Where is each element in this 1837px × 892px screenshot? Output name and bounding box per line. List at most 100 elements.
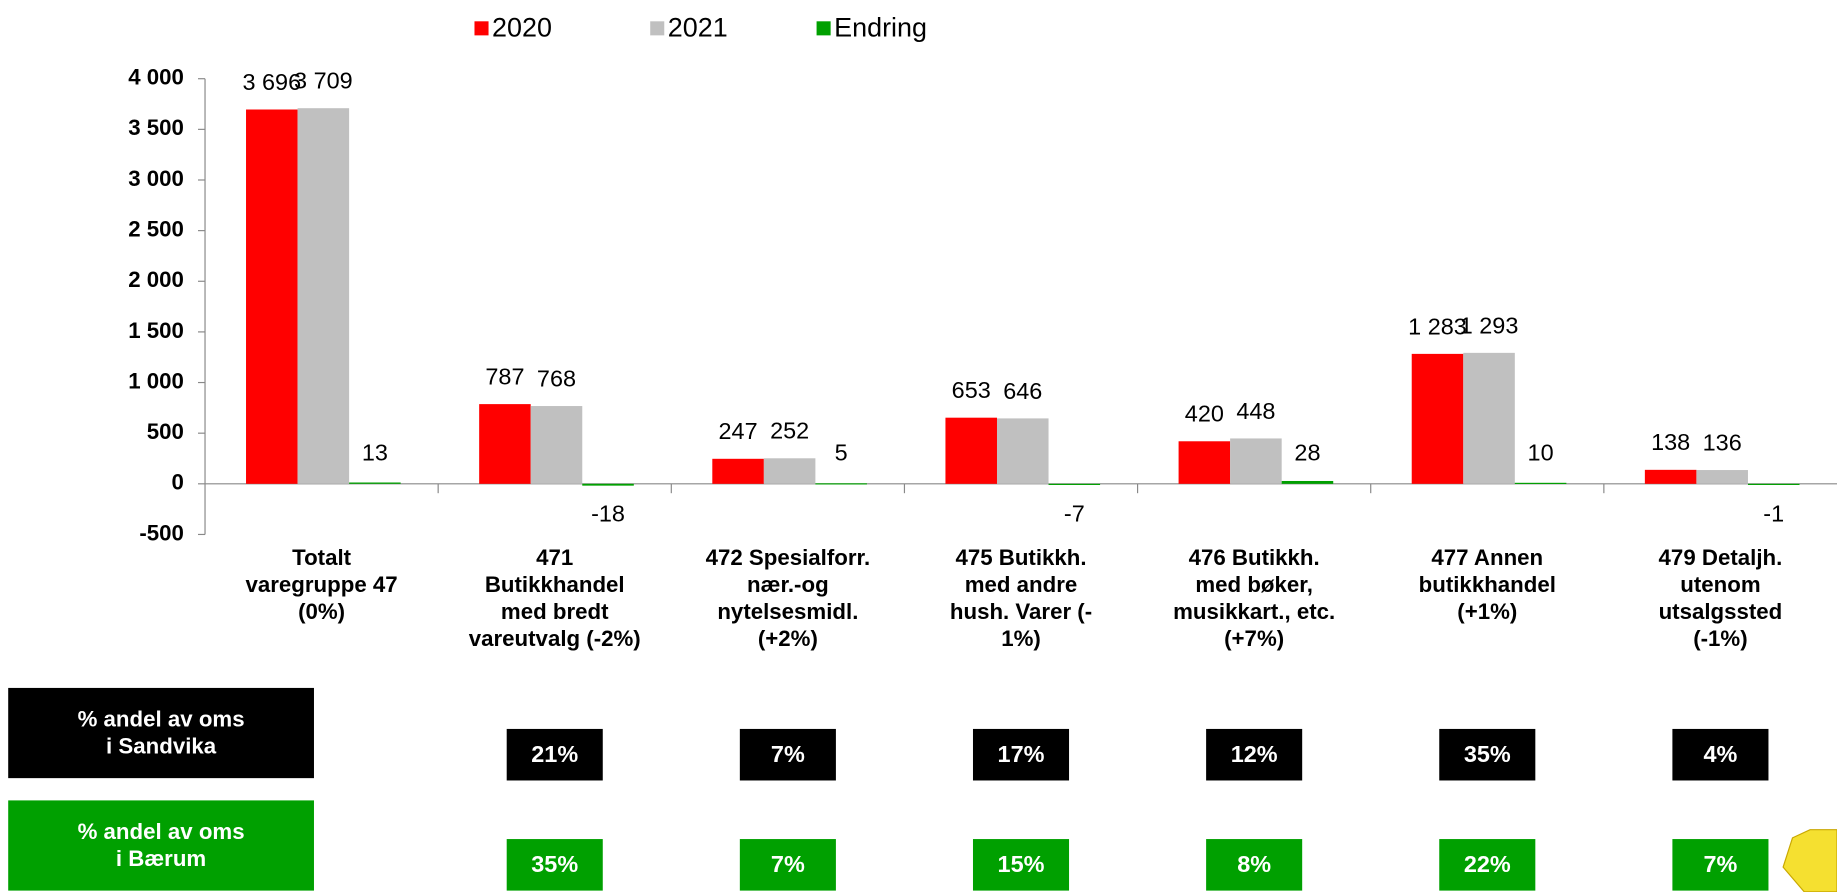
bar	[1747, 483, 1800, 485]
value-label: 1 283	[1408, 313, 1467, 339]
share-box	[972, 839, 1070, 891]
legend-label: 2020	[492, 13, 552, 43]
share-value: 17%	[998, 741, 1045, 767]
value-label: 5	[835, 440, 848, 466]
y-tick-label: -500	[139, 520, 184, 545]
legend-label: 2021	[668, 13, 728, 43]
value-label: -1	[1763, 501, 1784, 527]
share-value: 12%	[1231, 741, 1278, 767]
bar	[1281, 480, 1334, 484]
y-tick-label: 1 000	[128, 368, 184, 393]
share-value: 35%	[1464, 741, 1511, 767]
bar	[1696, 470, 1748, 484]
legend-swatch	[816, 21, 831, 36]
share-box	[972, 728, 1070, 781]
value-label: -7	[1064, 501, 1085, 527]
legend-swatch	[474, 21, 489, 36]
row-header: % andel av oms i Sandvika	[77, 707, 245, 759]
bar	[1514, 482, 1567, 484]
share-box	[1206, 839, 1303, 891]
legend-label: Endring	[834, 13, 927, 43]
value-label: 768	[537, 365, 576, 391]
share-box	[1439, 839, 1536, 891]
bar	[763, 458, 816, 484]
share-value: 7%	[1704, 851, 1738, 877]
y-tick-label: 500	[147, 419, 184, 444]
y-tick-label: 2 000	[128, 267, 184, 292]
bar	[1644, 469, 1697, 484]
share-value: 35%	[531, 851, 578, 877]
share-box	[1672, 728, 1769, 781]
value-label: 3 696	[242, 69, 301, 95]
value-label: 3 709	[294, 68, 353, 94]
share-box	[739, 839, 836, 891]
share-value: 21%	[531, 741, 578, 767]
bar	[246, 109, 298, 484]
x-tick-label-box: 476 Butikkh. med bøker, musikkart., etc.…	[1173, 546, 1336, 652]
x-tick-label: Totalt varegruppe 47 (0%)	[245, 546, 398, 625]
share-box	[1672, 839, 1769, 891]
value-label: 787	[485, 364, 524, 390]
bar	[479, 404, 531, 484]
x-tick-label: 477 Annen butikkhandel (+1%)	[1418, 546, 1556, 625]
value-label: 252	[770, 418, 809, 444]
row-header-box: % andel av oms i Sandvika	[77, 707, 245, 759]
y-tick-label: 1 500	[128, 318, 184, 343]
share-value: 8%	[1237, 851, 1271, 877]
y-tick-label: 3 000	[128, 166, 184, 191]
bar	[712, 458, 764, 484]
bar	[996, 418, 1049, 484]
value-label: 420	[1185, 401, 1224, 427]
bar	[582, 483, 634, 486]
value-label: 13	[362, 440, 388, 466]
x-tick-label: 476 Butikkh. med bøker, musikkart., etc.…	[1173, 546, 1336, 652]
y-tick-label: 2 500	[128, 217, 184, 242]
value-label: -18	[591, 501, 625, 527]
bar	[297, 108, 350, 484]
share-value: 7%	[771, 851, 805, 877]
x-tick-label: 472 Spesialforr. nær.-og nytelsesmidl. (…	[705, 546, 871, 652]
value-label: 28	[1294, 440, 1320, 466]
y-tick-label: 3 500	[128, 115, 184, 140]
x-tick-label-box: 475 Butikkh. med andre hush. Varer (- 1%…	[949, 546, 1093, 652]
bar	[1463, 352, 1515, 484]
bar	[1411, 353, 1464, 484]
share-box	[739, 728, 836, 781]
share-box	[1206, 728, 1303, 781]
x-tick-label: 471 Butikkhandel med bredt vareutvalg (-…	[468, 546, 641, 652]
value-label: 247	[719, 418, 758, 444]
value-label: 138	[1651, 429, 1690, 455]
bar	[945, 417, 997, 484]
row-header-bg	[8, 687, 314, 779]
y-tick-label: 0	[172, 470, 184, 495]
share-box	[1439, 728, 1536, 781]
row-header-bg	[8, 800, 314, 891]
value-label: 10	[1528, 440, 1554, 466]
x-tick-label-box: 472 Spesialforr. nær.-og nytelsesmidl. (…	[705, 546, 871, 652]
x-tick-label-box: 477 Annen butikkhandel (+1%)	[1418, 546, 1556, 625]
share-box	[506, 728, 603, 781]
bar	[815, 483, 867, 485]
logo	[1782, 829, 1837, 892]
value-label: 653	[952, 377, 991, 403]
x-tick-label-box: 471 Butikkhandel med bredt vareutvalg (-…	[468, 546, 641, 652]
legend-swatch	[650, 21, 665, 36]
bar	[1178, 441, 1231, 484]
share-value: 15%	[998, 851, 1045, 877]
share-value: 4%	[1704, 741, 1738, 767]
bar	[530, 406, 583, 484]
share-value: 7%	[771, 741, 805, 767]
x-tick-label: 479 Detaljh. utenom utsalgssted (-1%)	[1658, 546, 1783, 652]
x-tick-label: 475 Butikkh. med andre hush. Varer (- 1%…	[949, 546, 1093, 652]
row-header: % andel av oms i Bærum	[77, 819, 245, 872]
share-box	[506, 839, 603, 891]
bar	[1230, 438, 1282, 484]
row-header-box: % andel av oms i Bærum	[77, 819, 245, 872]
share-value: 22%	[1464, 851, 1511, 877]
bar	[349, 482, 401, 484]
value-label: 136	[1703, 429, 1742, 455]
value-label: 1 293	[1460, 312, 1519, 338]
bar	[1048, 483, 1101, 485]
x-tick-label-box: Totalt varegruppe 47 (0%)	[245, 546, 398, 625]
